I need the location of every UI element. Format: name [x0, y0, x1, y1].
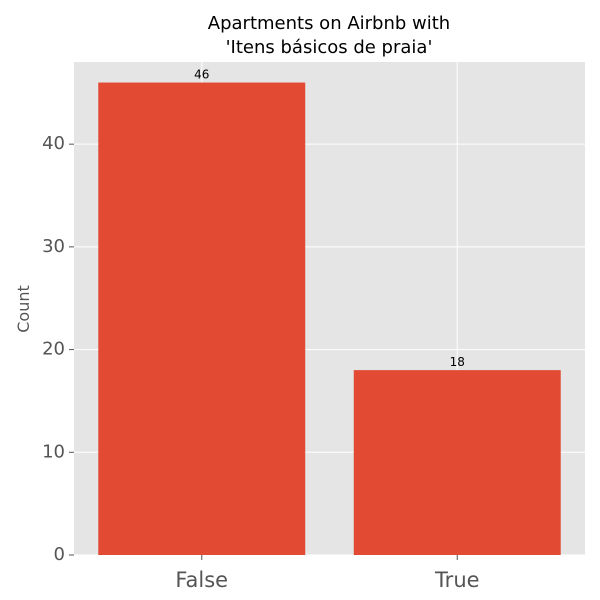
- x-tick-label: True: [434, 568, 480, 592]
- y-tick-label: 20: [42, 339, 65, 360]
- bar-value-labels: 46 18: [194, 68, 465, 370]
- x-tick-label: False: [175, 568, 228, 592]
- bar-false: [98, 82, 306, 556]
- y-tick-label: 10: [42, 441, 65, 462]
- bar-value-label: 46: [194, 68, 209, 82]
- bars: [98, 82, 561, 556]
- chart-title-line-2: 'Itens básicos de praia': [226, 37, 433, 58]
- bar-true: [353, 370, 561, 555]
- bar-value-label: 18: [450, 355, 465, 369]
- y-tick-label: 40: [42, 133, 65, 154]
- y-tick-label: 0: [54, 544, 65, 565]
- chart-title-line-1: Apartments on Airbnb with: [208, 13, 450, 34]
- axis-ticks: 0 10 20 30 40 False True: [42, 133, 479, 592]
- y-axis-label: Count: [14, 285, 33, 333]
- y-tick-label: 30: [42, 236, 65, 257]
